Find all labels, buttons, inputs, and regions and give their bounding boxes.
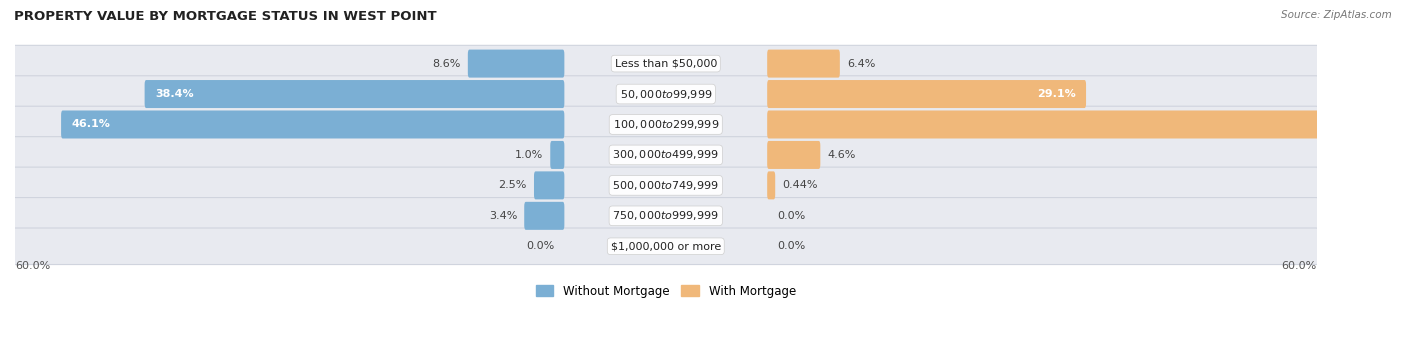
Legend: Without Mortgage, With Mortgage: Without Mortgage, With Mortgage xyxy=(531,280,800,302)
FancyBboxPatch shape xyxy=(524,202,564,230)
Text: $50,000 to $99,999: $50,000 to $99,999 xyxy=(620,88,711,101)
FancyBboxPatch shape xyxy=(60,110,564,138)
FancyBboxPatch shape xyxy=(768,80,1085,108)
FancyBboxPatch shape xyxy=(550,141,564,169)
Text: 0.0%: 0.0% xyxy=(526,241,554,251)
Text: 38.4%: 38.4% xyxy=(155,89,194,99)
FancyBboxPatch shape xyxy=(14,106,1319,143)
Text: 8.6%: 8.6% xyxy=(433,59,461,69)
Text: 46.1%: 46.1% xyxy=(72,119,110,130)
FancyBboxPatch shape xyxy=(768,110,1406,138)
FancyBboxPatch shape xyxy=(14,137,1319,173)
Text: 0.0%: 0.0% xyxy=(778,211,806,221)
Text: 3.4%: 3.4% xyxy=(489,211,517,221)
Text: 0.0%: 0.0% xyxy=(778,241,806,251)
FancyBboxPatch shape xyxy=(768,141,820,169)
Text: 29.1%: 29.1% xyxy=(1038,89,1076,99)
Text: 4.6%: 4.6% xyxy=(827,150,856,160)
FancyBboxPatch shape xyxy=(14,228,1319,265)
Text: 1.0%: 1.0% xyxy=(515,150,543,160)
FancyBboxPatch shape xyxy=(768,172,775,199)
Text: $500,000 to $749,999: $500,000 to $749,999 xyxy=(613,179,718,192)
FancyBboxPatch shape xyxy=(14,197,1319,234)
Text: Source: ZipAtlas.com: Source: ZipAtlas.com xyxy=(1281,10,1392,20)
FancyBboxPatch shape xyxy=(768,49,839,78)
FancyBboxPatch shape xyxy=(14,76,1319,112)
FancyBboxPatch shape xyxy=(468,49,564,78)
Text: PROPERTY VALUE BY MORTGAGE STATUS IN WEST POINT: PROPERTY VALUE BY MORTGAGE STATUS IN WES… xyxy=(14,10,437,23)
FancyBboxPatch shape xyxy=(14,167,1319,204)
Text: Less than $50,000: Less than $50,000 xyxy=(614,59,717,69)
Text: $100,000 to $299,999: $100,000 to $299,999 xyxy=(613,118,718,131)
Text: $1,000,000 or more: $1,000,000 or more xyxy=(610,241,721,251)
Text: 2.5%: 2.5% xyxy=(499,180,527,190)
FancyBboxPatch shape xyxy=(534,172,564,199)
FancyBboxPatch shape xyxy=(14,45,1319,82)
Text: 0.44%: 0.44% xyxy=(782,180,818,190)
Text: 6.4%: 6.4% xyxy=(846,59,876,69)
Text: 60.0%: 60.0% xyxy=(15,261,51,271)
Text: 60.0%: 60.0% xyxy=(1281,261,1316,271)
FancyBboxPatch shape xyxy=(145,80,564,108)
Text: 59.5%: 59.5% xyxy=(1367,119,1406,130)
Text: $300,000 to $499,999: $300,000 to $499,999 xyxy=(613,148,718,161)
Text: $750,000 to $999,999: $750,000 to $999,999 xyxy=(613,209,718,222)
